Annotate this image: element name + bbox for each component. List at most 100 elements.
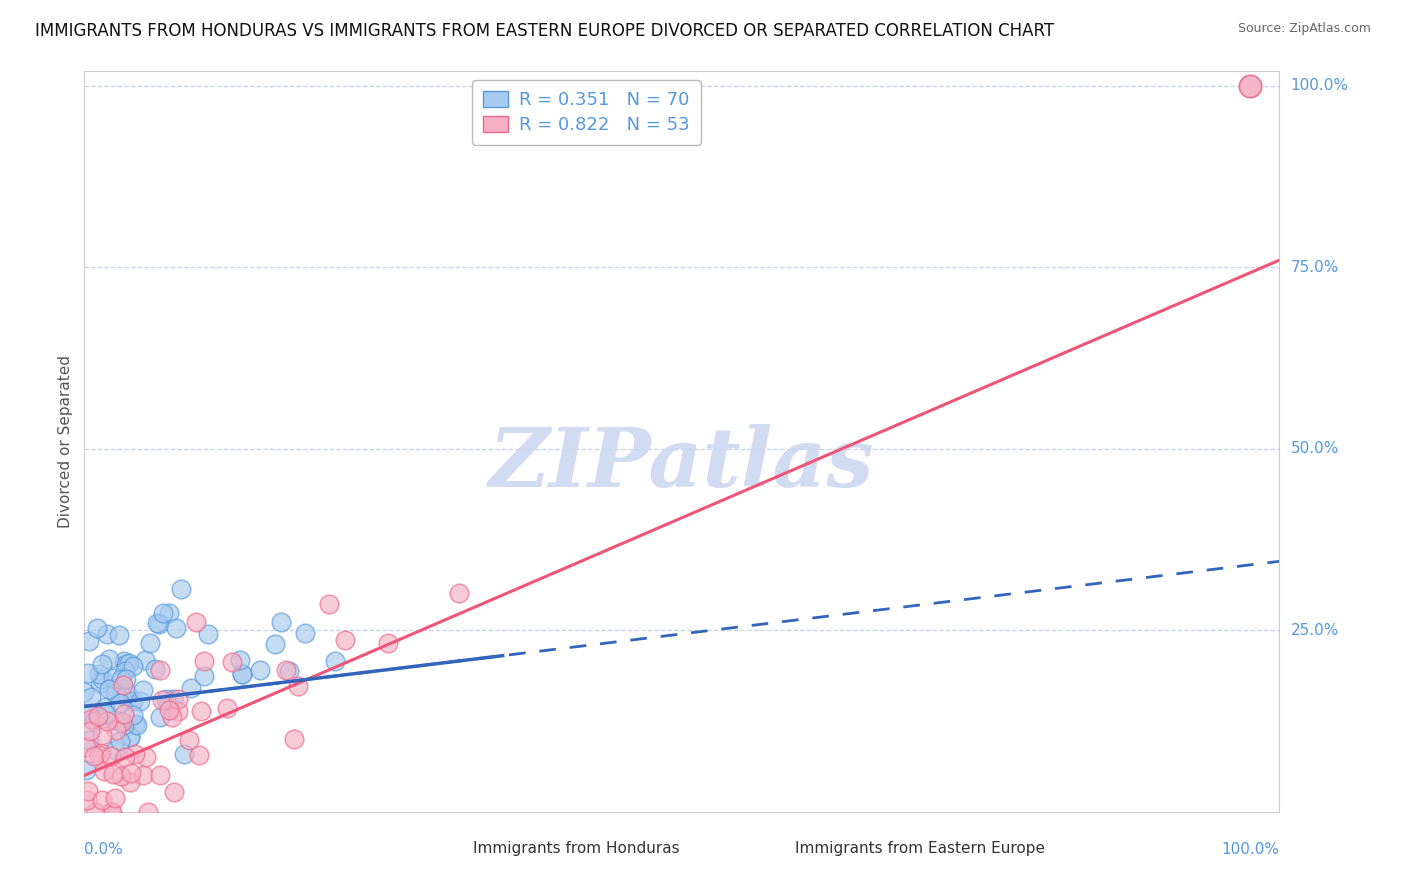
Text: IMMIGRANTS FROM HONDURAS VS IMMIGRANTS FROM EASTERN EUROPE DIVORCED OR SEPARATED: IMMIGRANTS FROM HONDURAS VS IMMIGRANTS F… — [35, 22, 1054, 40]
Legend: R = 0.351   N = 70, R = 0.822   N = 53: R = 0.351 N = 70, R = 0.822 N = 53 — [472, 80, 700, 145]
Point — [101, 671, 124, 685]
Point — [231, 667, 253, 681]
Point — [122, 659, 145, 673]
Text: 75.0%: 75.0% — [1291, 260, 1339, 275]
Point — [146, 615, 169, 630]
Point — [86, 621, 108, 635]
Point — [91, 657, 114, 672]
Point — [112, 718, 135, 732]
Point — [89, 675, 111, 690]
Point — [197, 627, 219, 641]
Point — [125, 718, 148, 732]
Point — [104, 686, 127, 700]
Point — [160, 710, 183, 724]
Point — [100, 805, 122, 819]
Point — [118, 775, 141, 789]
Point — [76, 793, 98, 807]
Point — [165, 621, 187, 635]
Point — [80, 690, 103, 704]
Point — [115, 686, 138, 700]
Point — [221, 655, 243, 669]
Point — [100, 749, 122, 764]
Point — [134, 653, 156, 667]
Point — [264, 637, 287, 651]
Point — [124, 717, 146, 731]
Point — [110, 769, 132, 783]
Point — [163, 785, 186, 799]
Point — [122, 694, 145, 708]
Point — [131, 768, 153, 782]
Point — [283, 732, 305, 747]
Point — [447, 585, 470, 599]
Point — [111, 715, 134, 730]
Point — [87, 747, 110, 762]
Point — [79, 723, 101, 738]
Point — [110, 673, 132, 687]
Point — [101, 766, 124, 780]
Point — [173, 747, 195, 761]
Point — [97, 681, 120, 696]
Point — [132, 682, 155, 697]
Point — [114, 750, 136, 764]
Point — [148, 616, 170, 631]
Point — [110, 696, 132, 710]
Point — [190, 704, 212, 718]
FancyBboxPatch shape — [748, 841, 783, 860]
Point — [111, 688, 134, 702]
FancyBboxPatch shape — [425, 841, 461, 860]
Point — [103, 713, 125, 727]
Point — [75, 739, 97, 754]
Point — [86, 708, 108, 723]
Point — [155, 692, 177, 706]
Point — [94, 699, 117, 714]
Point — [135, 750, 157, 764]
Point — [98, 652, 121, 666]
Point — [76, 783, 98, 797]
Point — [90, 672, 112, 686]
Point — [276, 663, 298, 677]
Point — [84, 805, 107, 819]
Point — [143, 662, 166, 676]
Point — [149, 710, 172, 724]
Point — [79, 713, 101, 727]
Point — [91, 728, 114, 742]
Point — [287, 679, 309, 693]
Point — [156, 697, 179, 711]
Text: 50.0%: 50.0% — [1291, 442, 1339, 457]
Point — [139, 636, 162, 650]
Point — [193, 654, 215, 668]
Point — [104, 790, 127, 805]
Point — [157, 703, 180, 717]
Point — [105, 723, 128, 737]
Point — [83, 714, 105, 728]
Point — [124, 747, 146, 762]
Point — [118, 656, 141, 670]
Point — [149, 768, 172, 782]
Point — [104, 743, 127, 757]
Point — [114, 657, 136, 671]
Text: Source: ZipAtlas.com: Source: ZipAtlas.com — [1237, 22, 1371, 36]
Point — [108, 628, 131, 642]
Point — [77, 666, 100, 681]
Point — [152, 606, 174, 620]
Point — [333, 632, 356, 647]
Point — [1239, 78, 1261, 93]
Point — [229, 653, 252, 667]
Point — [75, 763, 97, 777]
Point — [94, 706, 117, 721]
Point — [114, 664, 136, 678]
Point — [193, 669, 215, 683]
Point — [120, 730, 142, 744]
Point — [162, 691, 184, 706]
Point — [111, 678, 134, 692]
Point — [122, 707, 145, 722]
Text: 100.0%: 100.0% — [1291, 78, 1348, 94]
Point — [90, 746, 112, 760]
Point — [166, 692, 188, 706]
Point — [138, 805, 160, 819]
Point — [79, 706, 101, 720]
Point — [184, 615, 207, 630]
Point — [318, 598, 340, 612]
Point — [249, 663, 271, 677]
Point — [177, 733, 200, 747]
